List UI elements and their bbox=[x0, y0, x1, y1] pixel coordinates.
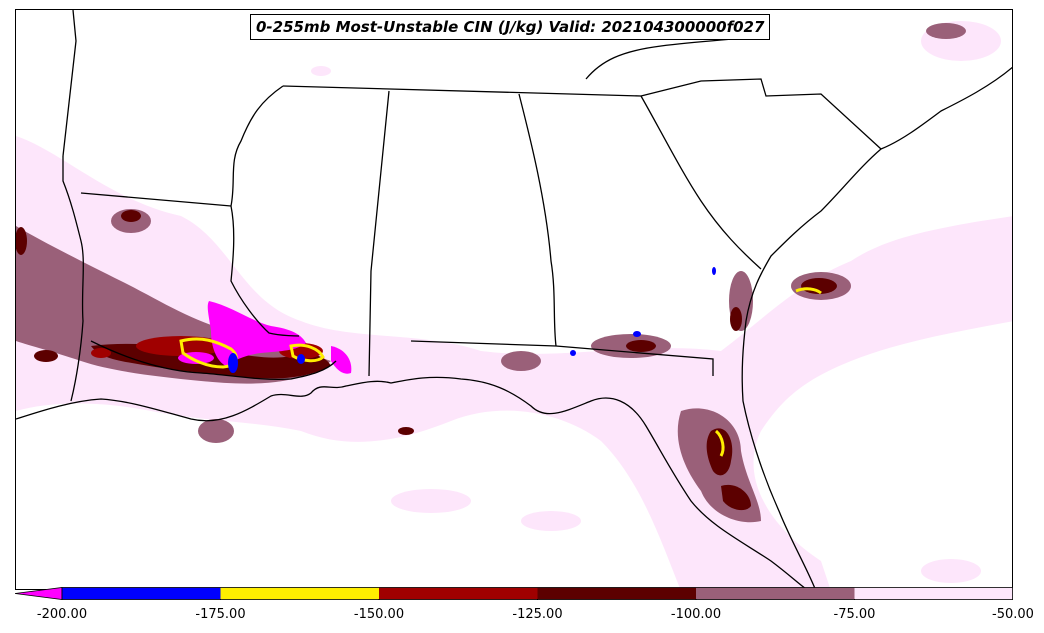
colorbar-bin bbox=[62, 587, 221, 600]
colorbar-bin bbox=[220, 587, 379, 600]
colorbar-bin bbox=[379, 587, 538, 600]
map-frame bbox=[15, 9, 1013, 590]
map-title: 0-255mb Most-Unstable CIN (J/kg) Valid: … bbox=[250, 14, 771, 40]
colorbar-tick-label: -150.00 bbox=[353, 607, 405, 622]
state-and-coast-boundaries bbox=[16, 10, 1012, 589]
cin-field bbox=[16, 21, 1012, 589]
colorbar-bin bbox=[696, 587, 855, 600]
colorbar-bin bbox=[537, 587, 696, 600]
colorbar-tick-label: -125.00 bbox=[512, 607, 563, 622]
colorbar-tick-label: -50.00 bbox=[992, 607, 1034, 622]
colorbar-tick-label: -75.00 bbox=[833, 607, 876, 622]
colorbar-extend-triangle bbox=[15, 587, 63, 600]
colorbar-tick-label: -200.00 bbox=[36, 607, 88, 622]
colorbar bbox=[15, 587, 1013, 600]
colorbar-bin bbox=[854, 587, 1013, 600]
colorbar-tick-label: -175.00 bbox=[195, 607, 246, 622]
map-canvas bbox=[16, 10, 1012, 589]
colorbar-tick-label: -100.00 bbox=[670, 607, 722, 622]
